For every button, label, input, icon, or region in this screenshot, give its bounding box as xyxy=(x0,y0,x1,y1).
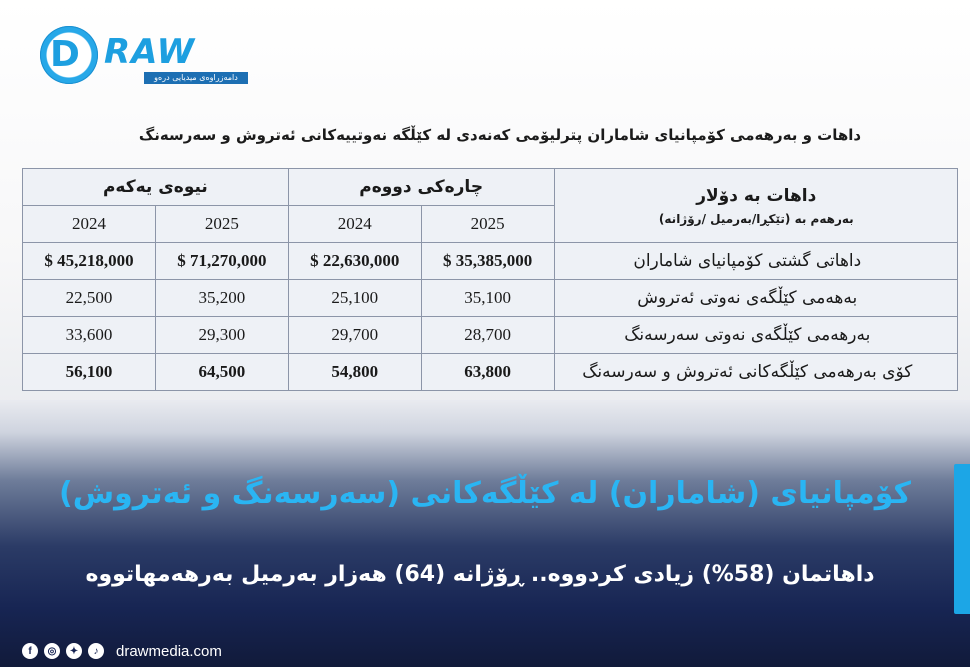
row-label: بەرهەمی كێڵگەی نەوتی سەرسەنگ xyxy=(553,316,959,354)
row-label: كۆی بەرهەمی كێڵگەكانی ئەتروش و سەرسەنگ xyxy=(553,353,959,391)
subline: داهاتمان (58%) زیادی كردووە.. ڕۆژانە (64… xyxy=(85,562,875,587)
cell-q2-2024: 54,800 xyxy=(287,353,422,391)
label-header-line2: بەرهەم بە (تێكڕا/بەرمیل /رۆژانە) xyxy=(658,211,854,226)
cell-h1-2024: 22,500 xyxy=(22,279,156,317)
footer: f ◎ ✦ ♪ drawmedia.com xyxy=(22,640,222,662)
headline: كۆمپانیای (شاماران) لە كێڵگەكانی (سەرسەن… xyxy=(59,476,911,511)
table-row: 22,500 35,200 25,100 35,100 بەهەمی كێڵگە… xyxy=(22,279,959,317)
cell-h1-2024: $ 45,218,000 xyxy=(22,242,156,280)
table-row: 33,600 29,300 29,700 28,700 بەرهەمی كێڵگ… xyxy=(22,316,959,354)
site-link[interactable]: drawmedia.com xyxy=(116,642,222,660)
group-h1: نیوەی یەكەم xyxy=(22,168,289,206)
cell-q2-2025: 63,800 xyxy=(420,353,555,391)
cell-h1-2024: 33,600 xyxy=(22,316,156,354)
cell-h1-2025: 29,300 xyxy=(154,316,289,354)
cell-h1-2025: 35,200 xyxy=(154,279,289,317)
instagram-icon[interactable]: ◎ xyxy=(44,643,60,659)
revenue-table: نیوەی یەكەم چارەكی دووەم داهات بە دۆلار … xyxy=(22,168,959,391)
row-label: داهاتی گشتی كۆمپانیای شاماران xyxy=(553,242,959,280)
cell-h1-2025: $ 71,270,000 xyxy=(154,242,289,280)
label-header: داهات بە دۆلار بەرهەم بە (تێكڕا/بەرمیل /… xyxy=(553,168,959,243)
cell-h1-2025: 64,500 xyxy=(154,353,289,391)
cell-q2-2025: 35,100 xyxy=(420,279,555,317)
logo-letter: D xyxy=(50,34,80,75)
year-q2-2024: 2024 xyxy=(287,205,422,243)
year-q2-2025: 2025 xyxy=(420,205,555,243)
cell-q2-2024: $ 22,630,000 xyxy=(287,242,422,280)
table-row: $ 45,218,000 $ 71,270,000 $ 22,630,000 $… xyxy=(22,242,959,280)
cell-q2-2024: 29,700 xyxy=(287,316,422,354)
bottom-background xyxy=(0,400,970,667)
cell-q2-2024: 25,100 xyxy=(287,279,422,317)
group-q2: چارەكی دووەم xyxy=(287,168,555,206)
table-header-row: نیوەی یەكەم چارەكی دووەم داهات بە دۆلار … xyxy=(22,168,959,243)
year-h1-2024: 2024 xyxy=(22,205,156,243)
label-header-line1: داهات بە دۆلار xyxy=(696,185,817,206)
cell-q2-2025: 28,700 xyxy=(420,316,555,354)
tiktok-icon[interactable]: ♪ xyxy=(88,643,104,659)
facebook-icon[interactable]: f xyxy=(22,643,38,659)
logo-ring xyxy=(40,26,98,84)
table-row: 56,100 64,500 54,800 63,800 كۆی بەرهەمی … xyxy=(22,353,959,391)
table-year-row: 2024 2025 2024 2025 xyxy=(22,205,958,243)
row-label: بەهەمی كێڵگەی نەوتی ئەتروش xyxy=(553,279,959,317)
table-title: داهات و بەرهەمی كۆمپانیای شاماران پترلیۆ… xyxy=(138,126,862,144)
cell-q2-2025: $ 35,385,000 xyxy=(420,242,555,280)
year-h1-2025: 2025 xyxy=(154,205,289,243)
accent-bar xyxy=(954,464,970,614)
logo-word: RAW xyxy=(104,32,196,72)
draw-logo: D RAW دامەزراوەی میدیایی درەو xyxy=(40,26,248,90)
twitter-icon[interactable]: ✦ xyxy=(66,643,82,659)
logo-tagline: دامەزراوەی میدیایی درەو xyxy=(144,72,248,84)
cell-h1-2024: 56,100 xyxy=(22,353,156,391)
